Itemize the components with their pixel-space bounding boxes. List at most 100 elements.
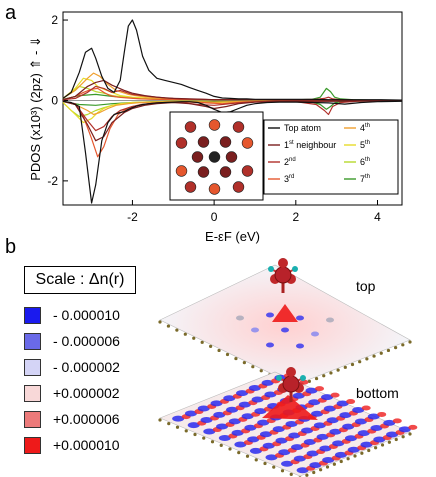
scale-swatch <box>24 410 41 428</box>
edge-atom <box>234 356 238 361</box>
density-spot <box>203 428 216 435</box>
density-spot <box>354 418 367 425</box>
density-spot <box>315 386 324 392</box>
density-spot <box>197 405 210 412</box>
edge-atom <box>184 429 188 433</box>
density-spot <box>285 421 298 427</box>
edge-atom <box>175 425 180 429</box>
density-spot <box>344 435 357 442</box>
density-spot <box>346 399 356 405</box>
edge-atom <box>360 451 364 455</box>
edge-atom <box>158 320 162 324</box>
surface-bottom-label: bottom <box>356 385 399 401</box>
plot-frame <box>62 11 403 206</box>
x-tick-label: 0 <box>211 210 218 224</box>
edge-atom <box>305 473 309 477</box>
edge-atom <box>245 454 250 458</box>
density-spot <box>326 417 339 424</box>
edge-atom <box>372 354 376 358</box>
density-spot <box>210 400 223 407</box>
density-spot <box>329 428 342 435</box>
edge-atom <box>242 361 246 365</box>
density-spot <box>292 392 305 399</box>
density-spot <box>184 410 197 417</box>
density-spot <box>392 418 402 424</box>
density-spot <box>311 410 324 417</box>
x-axis-label: E-εF (eV) <box>205 229 260 244</box>
edge-atom <box>307 379 311 383</box>
edge-atom <box>379 351 383 355</box>
scale-label: - 0.000010 <box>53 307 120 323</box>
density-spot <box>293 455 306 462</box>
density-spot <box>296 467 309 474</box>
legend-box <box>263 119 399 195</box>
density-spot <box>281 460 294 467</box>
edge-atom <box>312 470 316 475</box>
legend-label: 5th <box>360 140 370 150</box>
panel-a-label: a <box>5 2 17 24</box>
edge-atom <box>200 340 204 344</box>
edge-atom <box>319 468 323 472</box>
edge-atom <box>237 451 241 455</box>
inset-atom <box>208 119 221 131</box>
density-spot <box>251 327 259 333</box>
density-spot <box>172 415 185 422</box>
scale-swatch <box>24 332 41 350</box>
inset-atom <box>232 121 245 133</box>
density-spot <box>216 423 229 430</box>
legend-label: 4th <box>360 123 370 133</box>
density-spot <box>306 450 319 457</box>
density-spot <box>247 436 260 443</box>
y-tick-label: 0 <box>51 93 58 107</box>
density-spot <box>266 342 274 348</box>
edge-atom <box>225 352 230 357</box>
edge-atom <box>387 440 391 444</box>
density-spot <box>296 315 304 321</box>
series-line-up <box>62 19 403 101</box>
density-spot <box>386 431 399 438</box>
legend-label: 7th <box>360 174 370 184</box>
x-tick-label: 2 <box>292 210 299 224</box>
density-spot <box>249 447 262 454</box>
edge-atom <box>167 422 171 426</box>
density-spot <box>259 431 272 438</box>
density-spot <box>257 419 270 426</box>
inset-atom <box>175 137 188 149</box>
edge-atom <box>358 360 362 364</box>
edge-atom <box>209 344 213 348</box>
density-spot <box>313 422 326 429</box>
inset-atom <box>241 165 254 177</box>
density-spot <box>303 439 316 445</box>
scale-row: +0.000006 <box>24 409 120 429</box>
scale-row: - 0.000010 <box>24 305 120 325</box>
bottom-surface <box>159 371 411 477</box>
edge-atom <box>346 457 350 461</box>
density-spot <box>347 446 360 453</box>
edge-atom <box>202 436 206 440</box>
density-spot <box>264 391 277 398</box>
density-spot <box>288 432 301 439</box>
edge-atom <box>325 465 330 469</box>
density-spot <box>213 411 226 418</box>
edge-atom <box>401 435 405 439</box>
density-spot <box>308 399 321 406</box>
edge-atom <box>336 368 340 372</box>
edge-atom <box>272 465 276 469</box>
density-spot <box>360 441 373 448</box>
edge-atom <box>350 362 355 367</box>
edge-atom <box>394 346 398 350</box>
series-line-down <box>62 100 403 204</box>
scale-label: - 0.000002 <box>53 359 120 375</box>
density-spot <box>234 441 247 448</box>
density-spot <box>275 437 288 444</box>
density-spot <box>377 411 387 417</box>
inset-atom <box>208 183 221 195</box>
scale-label: +0.000002 <box>53 385 120 401</box>
edge-atom <box>343 365 347 369</box>
inset-atom <box>219 166 232 178</box>
edge-atom <box>329 371 333 375</box>
inset-atom <box>241 137 254 149</box>
density-spot <box>238 401 251 408</box>
edge-atom <box>251 365 255 369</box>
